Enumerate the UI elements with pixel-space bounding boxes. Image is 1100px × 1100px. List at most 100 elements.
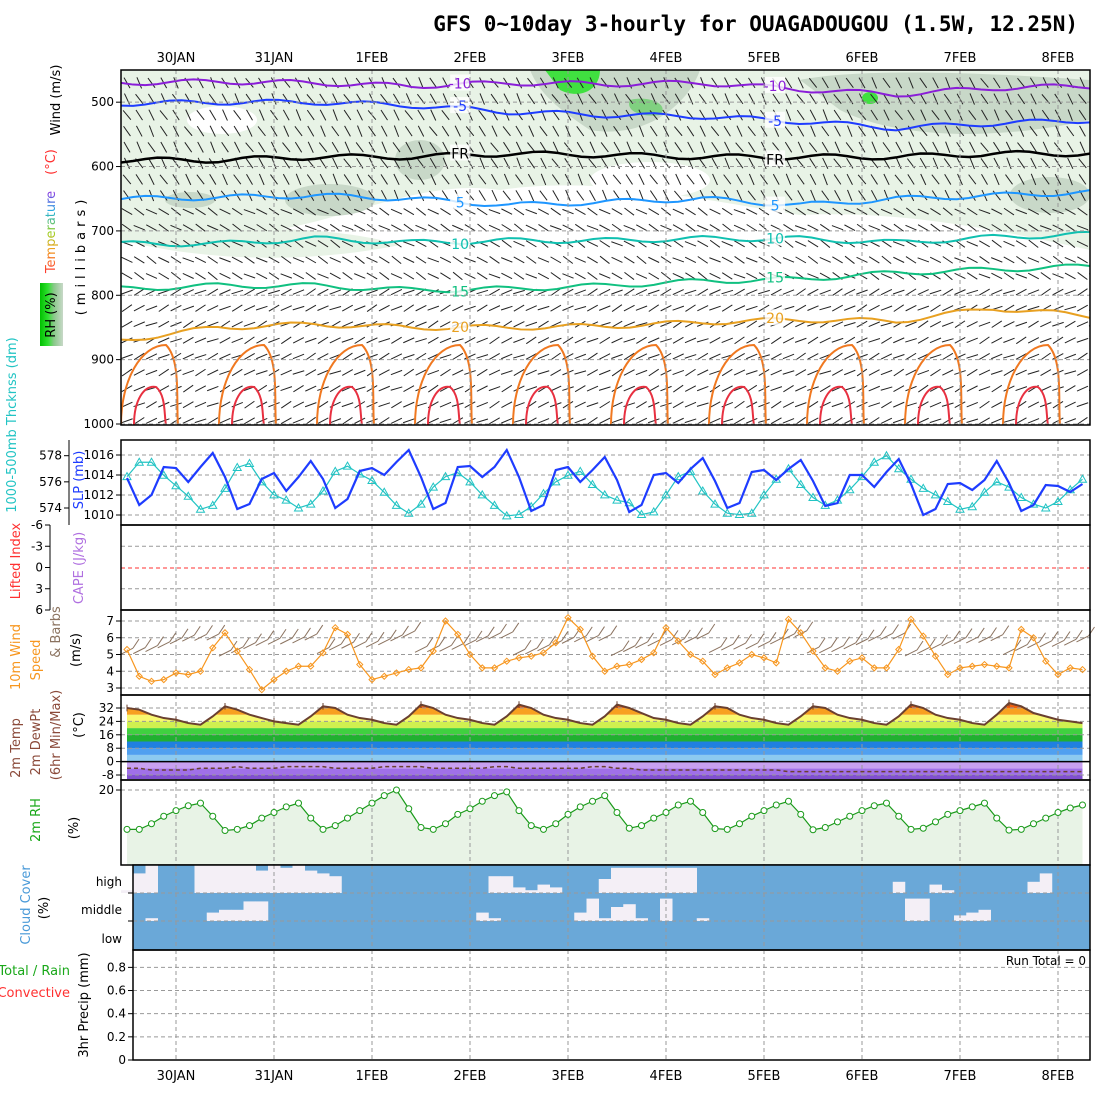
wind-barb (966, 289, 979, 295)
wind-barb (635, 369, 648, 376)
wind-barb-feather (524, 639, 532, 650)
wind-barb-feather (830, 637, 838, 648)
wind-barb (292, 337, 305, 344)
wind-barb (650, 141, 658, 153)
thickness-point (183, 491, 194, 500)
wind-barb (378, 385, 390, 392)
wind-barb (525, 273, 538, 279)
wind-barb (821, 125, 830, 137)
wind-barb-10m (745, 642, 758, 650)
wind-barb (402, 353, 415, 359)
wind-speed-point (1005, 664, 1013, 672)
wind-barb (256, 289, 268, 295)
wind-barb (246, 109, 253, 121)
wind-barb (611, 353, 623, 359)
wind-barb (758, 289, 770, 295)
wind-barb (1092, 174, 1097, 185)
wind-barb (1064, 370, 1077, 375)
wind-barb (1015, 240, 1027, 248)
wind-barb-10m (316, 647, 330, 655)
rh-label: RH (%) (44, 292, 59, 337)
wind-barb (636, 224, 647, 232)
wind-barb (978, 273, 991, 279)
wind-barb (158, 304, 170, 312)
wind-barb (1015, 305, 1027, 312)
wind-barb (539, 126, 548, 137)
wind-barb (635, 322, 648, 327)
wind-barb (185, 109, 192, 121)
wind-barb (403, 401, 415, 408)
wind-barb-feather (316, 624, 324, 635)
cloud-cell-middle (635, 918, 648, 921)
wind-barb (305, 385, 317, 392)
wind-barb (782, 370, 795, 375)
wind-barb (905, 256, 917, 264)
wind-barb (478, 190, 486, 201)
wind-speed-series (120, 613, 1095, 694)
isotherm-line (121, 230, 1090, 248)
wind-barb-feather (475, 630, 483, 641)
wind-barb (390, 288, 403, 296)
rh-point (405, 805, 413, 813)
wind-barb (318, 142, 328, 153)
wind-barb (270, 174, 278, 185)
wind-barb (404, 125, 413, 137)
cloud-cell-middle (574, 912, 587, 921)
wind-barb (847, 125, 853, 137)
temp-band (127, 748, 1083, 755)
wind-barb (293, 239, 304, 248)
wind-barb (647, 353, 660, 359)
wind-barb (797, 190, 805, 201)
wind-barb (231, 207, 243, 216)
wind-barb (709, 257, 721, 263)
cloud-cell-high (684, 867, 697, 893)
wind-barb (329, 306, 342, 311)
wind-barb (893, 385, 905, 392)
wind-barb (539, 190, 548, 201)
wind-barb (194, 256, 207, 264)
wind-barb (121, 256, 133, 263)
date-label-bottom: 2FEB (454, 1069, 487, 1084)
wind-barb (133, 352, 145, 361)
wind-barb (562, 336, 574, 345)
rh-point (981, 799, 988, 807)
wind-barb (527, 142, 536, 153)
wind-barb-feather (610, 625, 618, 635)
wind-barb-feather (1051, 631, 1059, 642)
wind-barb (599, 255, 610, 264)
wind-barb (157, 289, 170, 295)
wind-barb (417, 174, 425, 185)
wind-barb (292, 401, 305, 408)
wind-barb (794, 402, 807, 408)
wind-barb-10m (182, 634, 195, 642)
wind-barb (1041, 174, 1050, 185)
wind-barb (648, 272, 660, 280)
wind-barb (1027, 289, 1040, 295)
wind-barb (513, 207, 525, 216)
wind-barb (735, 142, 744, 153)
wind-barb (894, 190, 903, 201)
date-label-top: 30JAN (157, 51, 196, 66)
contour-25 (414, 343, 473, 425)
wind-barb (1089, 240, 1090, 242)
wind-barb (488, 209, 501, 215)
wind-barb (1027, 305, 1040, 311)
wind-barb (833, 109, 842, 121)
wind-barb-10m (855, 638, 869, 646)
temp-band (127, 714, 1083, 722)
wind-barb (699, 189, 706, 202)
wind-barb (403, 385, 415, 392)
wind-barb (429, 77, 438, 89)
wind-barb (231, 304, 243, 312)
wind-barb (304, 225, 317, 231)
wind-barb (880, 386, 893, 391)
wind-barb (391, 224, 402, 232)
wind-barb (625, 158, 634, 169)
wind-barb-feather (855, 633, 863, 644)
temp-tick: 16 (99, 728, 114, 742)
wind-barb (562, 240, 574, 248)
wind-barb (945, 77, 951, 89)
wind-barb (317, 386, 329, 391)
wind-barb (648, 368, 660, 377)
wind-barb (1018, 189, 1025, 202)
